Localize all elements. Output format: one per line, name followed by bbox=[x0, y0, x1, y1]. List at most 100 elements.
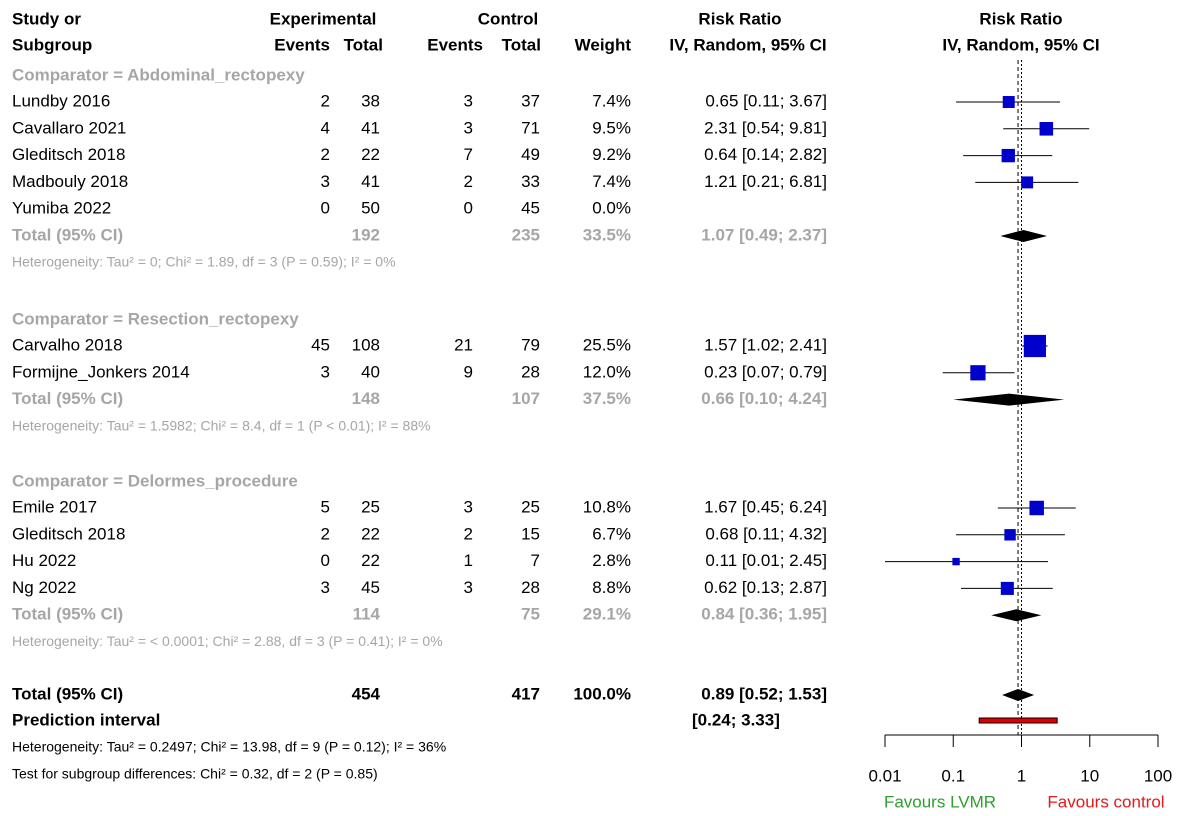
study-name: Madbouly 2018 bbox=[12, 172, 128, 191]
cell: 41 bbox=[361, 172, 380, 191]
heterogeneity: Heterogeneity: Tau² = < 0.0001; Chi² = 2… bbox=[12, 633, 443, 649]
ci-label: 0.66 [0.10; 4.24] bbox=[701, 389, 827, 408]
heterogeneity: Heterogeneity: Tau² = 1.5982; Chi² = 8.4… bbox=[12, 417, 431, 433]
ci-label: 0.84 [0.36; 1.95] bbox=[701, 605, 827, 624]
cell: 37.5% bbox=[583, 389, 631, 408]
cell: 6.7% bbox=[592, 524, 631, 543]
cell: 25 bbox=[361, 497, 380, 516]
study-square bbox=[970, 365, 986, 381]
cell: 25.5% bbox=[583, 335, 631, 354]
cell: 1 bbox=[464, 551, 473, 570]
cell: 15 bbox=[521, 524, 540, 543]
cell: 29.1% bbox=[583, 605, 631, 624]
cell: 40 bbox=[361, 362, 380, 381]
cell: 38 bbox=[361, 91, 380, 110]
total-label: Total (95% CI) bbox=[12, 389, 123, 408]
cell: 28 bbox=[521, 362, 540, 381]
cell: 148 bbox=[352, 389, 380, 408]
ci-label: [0.24; 3.33] bbox=[692, 710, 780, 729]
cell: 22 bbox=[361, 524, 380, 543]
study-square bbox=[1023, 334, 1046, 358]
diamond bbox=[1002, 689, 1035, 701]
cell: 192 bbox=[352, 225, 380, 244]
study-square bbox=[1001, 148, 1015, 163]
cell: 107 bbox=[512, 389, 540, 408]
cell: 7.4% bbox=[592, 172, 631, 191]
cell: 0 bbox=[321, 199, 330, 218]
cell: 21 bbox=[454, 335, 473, 354]
cell: 3 bbox=[464, 497, 473, 516]
ci-label: 0.64 [0.14; 2.82] bbox=[704, 145, 827, 164]
study-square bbox=[952, 557, 960, 566]
group-title: Comparator = Delormes_procedure bbox=[12, 471, 298, 490]
cell: 3 bbox=[321, 172, 330, 191]
x-tick-label: 0.01 bbox=[868, 766, 901, 785]
cell: 454 bbox=[352, 684, 381, 703]
study-square bbox=[1004, 529, 1016, 541]
cell: 10.8% bbox=[583, 497, 631, 516]
ci-label: 1.07 [0.49; 2.37] bbox=[701, 225, 827, 244]
ci-label: 2.31 [0.54; 9.81] bbox=[704, 118, 827, 137]
cell: 100.0% bbox=[573, 684, 631, 703]
cell: 71 bbox=[521, 118, 540, 137]
cell: 22 bbox=[361, 551, 380, 570]
cell: 2 bbox=[321, 524, 330, 543]
cell: 2 bbox=[464, 524, 473, 543]
study-name: Hu 2022 bbox=[12, 551, 76, 570]
header: Total bbox=[502, 35, 541, 54]
cell: 25 bbox=[521, 497, 540, 516]
cell: 37 bbox=[521, 91, 540, 110]
prediction-label: Prediction interval bbox=[12, 710, 160, 729]
cell: 28 bbox=[521, 578, 540, 597]
heterogeneity: Heterogeneity: Tau² = 0.2497; Chi² = 13.… bbox=[12, 739, 446, 755]
study-square bbox=[1000, 581, 1014, 595]
cell: 7.4% bbox=[592, 91, 631, 110]
cell: 7 bbox=[464, 145, 473, 164]
header: Risk Ratio bbox=[698, 9, 781, 28]
prediction-interval bbox=[978, 717, 1058, 724]
heterogeneity: Heterogeneity: Tau² = 0; Chi² = 1.89, df… bbox=[12, 254, 396, 270]
cell: 45 bbox=[521, 199, 540, 218]
cell: 75 bbox=[521, 605, 540, 624]
cell: 49 bbox=[521, 145, 540, 164]
total-label: Total (95% CI) bbox=[12, 225, 123, 244]
cell: 3 bbox=[464, 91, 473, 110]
cell: 4 bbox=[321, 118, 330, 137]
cell: 7 bbox=[531, 551, 540, 570]
cell: 0 bbox=[464, 199, 473, 218]
cell: 45 bbox=[311, 335, 330, 354]
study-square bbox=[1002, 96, 1015, 108]
header: Experimental bbox=[270, 9, 377, 28]
header: Events bbox=[274, 35, 330, 54]
cell: 9.5% bbox=[592, 118, 631, 137]
cell: 41 bbox=[361, 118, 380, 137]
cell: 2.8% bbox=[592, 551, 631, 570]
cell: 9 bbox=[464, 362, 473, 381]
cell: 0.0% bbox=[592, 199, 631, 218]
cell: 114 bbox=[353, 605, 381, 624]
x-tick-label: 1 bbox=[1017, 766, 1026, 785]
cell: 2 bbox=[321, 91, 330, 110]
study-name: Gleditsch 2018 bbox=[12, 145, 125, 164]
cell: 3 bbox=[464, 118, 473, 137]
cell: 33 bbox=[521, 172, 540, 191]
ci-label: 0.89 [0.52; 1.53] bbox=[701, 684, 827, 703]
cell: 2 bbox=[321, 145, 330, 164]
cell: 79 bbox=[521, 335, 540, 354]
header: Study or bbox=[12, 9, 81, 28]
study-name: Ng 2022 bbox=[12, 578, 76, 597]
cell: 5 bbox=[321, 497, 330, 516]
cell: 417 bbox=[512, 684, 540, 703]
ci-label: 0.11 [0.01; 2.45] bbox=[705, 551, 827, 570]
x-tick-label: 0.1 bbox=[941, 766, 965, 785]
cell: 0 bbox=[321, 551, 330, 570]
cell: 8.8% bbox=[592, 578, 631, 597]
ci-label: 0.23 [0.07; 0.79] bbox=[704, 362, 827, 381]
favours-left: Favours LVMR bbox=[884, 792, 996, 811]
ci-label: 1.57 [1.02; 2.41] bbox=[704, 335, 827, 354]
study-name: Emile 2017 bbox=[12, 497, 97, 516]
cell: 235 bbox=[512, 225, 540, 244]
header: Weight bbox=[575, 35, 632, 54]
diamond bbox=[1000, 230, 1048, 242]
header: Total bbox=[344, 35, 383, 54]
